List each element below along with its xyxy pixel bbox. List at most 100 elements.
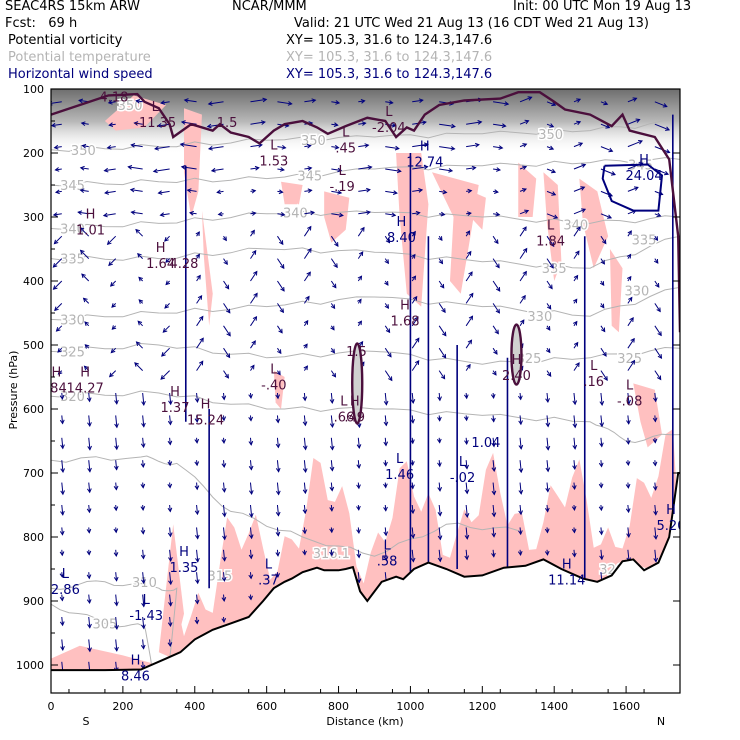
wind-arrowhead bbox=[544, 528, 550, 534]
extremum-value-label: -.19 bbox=[329, 180, 354, 195]
wind-vector bbox=[277, 280, 285, 292]
wind-arrowhead bbox=[549, 242, 555, 248]
wind-arrowhead bbox=[114, 445, 119, 451]
wind-arrowhead bbox=[103, 167, 109, 173]
wind-arrowhead bbox=[468, 315, 474, 321]
wind-arrowhead bbox=[306, 271, 311, 277]
extremum-type-label: L bbox=[396, 452, 404, 467]
wind-arrowhead bbox=[167, 440, 173, 446]
wind-arrowhead bbox=[415, 337, 420, 343]
wind-vector bbox=[142, 460, 144, 468]
wind-arrowhead bbox=[57, 348, 62, 353]
wind-vector bbox=[331, 146, 339, 149]
wind-arrowhead bbox=[281, 145, 287, 150]
wind-arrowhead bbox=[194, 461, 200, 467]
wind-vector bbox=[412, 189, 423, 192]
wind-vector bbox=[573, 482, 576, 490]
wind-vector bbox=[250, 316, 257, 327]
wind-vector bbox=[276, 527, 279, 536]
wind-arrowhead bbox=[113, 465, 119, 471]
wind-vector bbox=[303, 415, 306, 426]
wind-vector bbox=[51, 101, 62, 104]
wind-vector bbox=[115, 639, 118, 651]
wind-arrowhead bbox=[361, 121, 367, 126]
wind-arrowhead bbox=[464, 440, 469, 445]
theta-contour-label: 325 bbox=[60, 345, 85, 360]
wind-arrowhead bbox=[129, 187, 135, 193]
wind-vector bbox=[654, 303, 661, 312]
wind-vector bbox=[465, 549, 468, 560]
wind-arrowhead bbox=[439, 283, 445, 289]
wind-arrowhead bbox=[437, 486, 443, 492]
wind-arrowhead bbox=[248, 554, 254, 560]
wind-arrowhead bbox=[168, 400, 173, 406]
wind-vector bbox=[55, 168, 62, 171]
wind-arrowhead bbox=[625, 508, 631, 514]
wind-vector bbox=[546, 370, 552, 377]
wind-vector bbox=[277, 213, 285, 216]
wind-vector bbox=[573, 437, 576, 449]
wind-arrowhead bbox=[520, 319, 525, 325]
y-tick-label: 100 bbox=[23, 83, 44, 96]
wind-arrowhead bbox=[522, 143, 528, 148]
wind-arrowhead bbox=[329, 528, 334, 534]
wind-vector bbox=[142, 392, 145, 405]
wind-arrowhead bbox=[626, 275, 632, 281]
wind-arrowhead bbox=[521, 188, 527, 193]
wind-vector bbox=[303, 437, 307, 450]
wind-arrowhead bbox=[438, 236, 443, 242]
wind-vector bbox=[137, 253, 144, 259]
wind-arrowhead bbox=[275, 551, 281, 557]
wind-arrowhead bbox=[598, 462, 604, 468]
wind-arrowhead bbox=[576, 226, 581, 232]
wind-arrowhead bbox=[464, 534, 470, 540]
wind-arrowhead bbox=[141, 602, 146, 608]
wind-arrowhead bbox=[603, 376, 608, 381]
wind-vector bbox=[304, 145, 311, 148]
wind-vector bbox=[412, 166, 428, 170]
extremum-type-label: L bbox=[270, 138, 278, 153]
wind-vector bbox=[546, 482, 549, 492]
wind-vector bbox=[411, 296, 418, 304]
wind-vector bbox=[277, 168, 284, 171]
wind-vector bbox=[250, 98, 267, 103]
wind-vector bbox=[304, 167, 312, 170]
wind-vector bbox=[546, 168, 556, 173]
wind-arrowhead bbox=[113, 528, 119, 534]
wind-arrowhead bbox=[573, 341, 579, 347]
extremum-type-label: L bbox=[340, 394, 348, 409]
wind-vector bbox=[196, 295, 203, 304]
wind-vector bbox=[654, 549, 657, 562]
wind-arrowhead bbox=[87, 422, 92, 428]
y-axis-title: Pressure (hPa) bbox=[7, 351, 20, 430]
wind-vector bbox=[249, 527, 253, 539]
wind-vector bbox=[627, 392, 630, 404]
wind-arrowhead bbox=[626, 533, 631, 538]
wind-arrowhead bbox=[275, 467, 281, 473]
wind-arrowhead bbox=[598, 506, 604, 512]
wind-vector bbox=[330, 235, 339, 247]
wind-vector bbox=[384, 527, 387, 536]
wind-arrowhead bbox=[168, 601, 173, 607]
wind-arrowhead bbox=[275, 418, 281, 424]
wind-vector bbox=[465, 460, 468, 469]
wind-vector bbox=[627, 527, 630, 537]
wind-arrowhead bbox=[164, 236, 169, 242]
wind-arrowhead bbox=[140, 506, 146, 511]
wind-arrowhead bbox=[440, 374, 446, 380]
wind-arrowhead bbox=[357, 275, 363, 281]
wind-vector bbox=[53, 258, 63, 268]
y-tick-label: 300 bbox=[23, 211, 44, 224]
wind-vector bbox=[573, 164, 586, 170]
wind-arrowhead bbox=[60, 468, 65, 474]
wind-arrowhead bbox=[53, 239, 59, 245]
wind-arrowhead bbox=[140, 554, 146, 560]
wind-vector bbox=[250, 271, 258, 282]
wind-vector bbox=[573, 460, 576, 470]
extremum-value-label: 1.5 bbox=[217, 116, 238, 131]
model-title: SEAC4RS 15km ARW bbox=[5, 0, 141, 14]
wind-arrowhead bbox=[571, 552, 577, 558]
wind-vector bbox=[519, 210, 529, 215]
wind-arrowhead bbox=[79, 165, 85, 171]
